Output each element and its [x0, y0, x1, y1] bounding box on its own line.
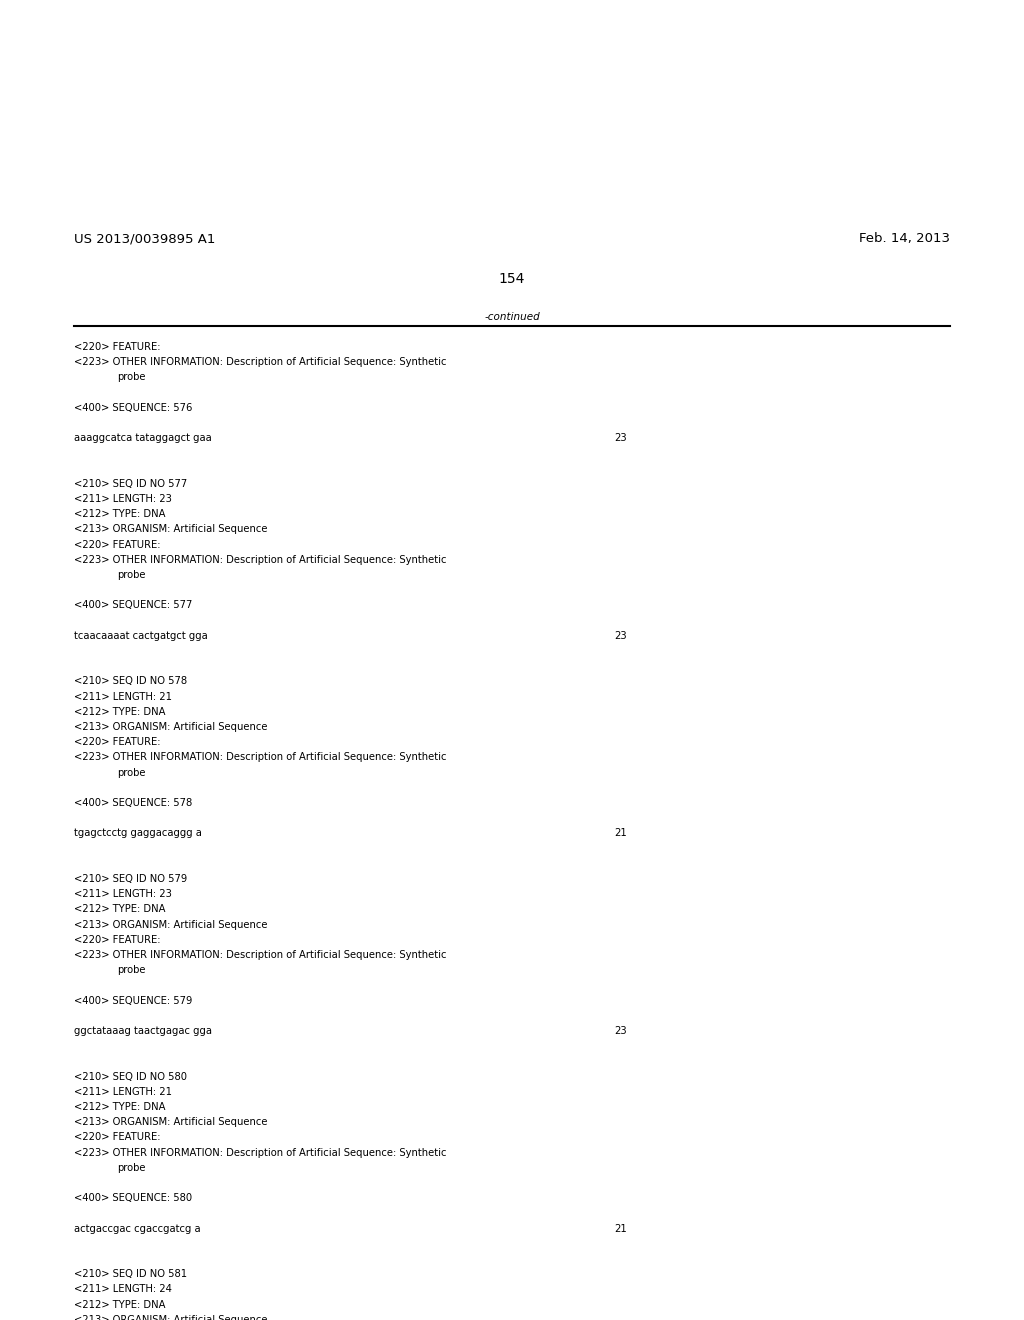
Text: aaaggcatca tataggagct gaa: aaaggcatca tataggagct gaa	[74, 433, 212, 444]
Text: <220> FEATURE:: <220> FEATURE:	[74, 342, 160, 352]
Text: <212> TYPE: DNA: <212> TYPE: DNA	[74, 706, 165, 717]
Text: <213> ORGANISM: Artificial Sequence: <213> ORGANISM: Artificial Sequence	[74, 524, 267, 535]
Text: tgagctcctg gaggacaggg a: tgagctcctg gaggacaggg a	[74, 829, 202, 838]
Text: <212> TYPE: DNA: <212> TYPE: DNA	[74, 1300, 165, 1309]
Text: <223> OTHER INFORMATION: Description of Artificial Sequence: Synthetic: <223> OTHER INFORMATION: Description of …	[74, 950, 446, 960]
Text: <400> SEQUENCE: 577: <400> SEQUENCE: 577	[74, 601, 193, 610]
Text: <400> SEQUENCE: 580: <400> SEQUENCE: 580	[74, 1193, 191, 1204]
Text: <213> ORGANISM: Artificial Sequence: <213> ORGANISM: Artificial Sequence	[74, 1315, 267, 1320]
Text: <212> TYPE: DNA: <212> TYPE: DNA	[74, 510, 165, 519]
Text: <211> LENGTH: 21: <211> LENGTH: 21	[74, 692, 172, 702]
Text: <223> OTHER INFORMATION: Description of Artificial Sequence: Synthetic: <223> OTHER INFORMATION: Description of …	[74, 1147, 446, 1158]
Text: probe: probe	[117, 372, 145, 383]
Text: <210> SEQ ID NO 579: <210> SEQ ID NO 579	[74, 874, 187, 884]
Text: <220> FEATURE:: <220> FEATURE:	[74, 1133, 160, 1142]
Text: <210> SEQ ID NO 577: <210> SEQ ID NO 577	[74, 479, 187, 488]
Text: actgaccgac cgaccgatcg a: actgaccgac cgaccgatcg a	[74, 1224, 201, 1234]
Text: <400> SEQUENCE: 579: <400> SEQUENCE: 579	[74, 995, 193, 1006]
Text: 23: 23	[614, 433, 627, 444]
Text: <210> SEQ ID NO 581: <210> SEQ ID NO 581	[74, 1270, 186, 1279]
Text: <211> LENGTH: 21: <211> LENGTH: 21	[74, 1086, 172, 1097]
Text: <210> SEQ ID NO 580: <210> SEQ ID NO 580	[74, 1072, 186, 1081]
Text: <220> FEATURE:: <220> FEATURE:	[74, 737, 160, 747]
Text: <210> SEQ ID NO 578: <210> SEQ ID NO 578	[74, 676, 186, 686]
Text: 23: 23	[614, 631, 627, 640]
Text: probe: probe	[117, 768, 145, 777]
Text: tcaacaaaat cactgatgct gga: tcaacaaaat cactgatgct gga	[74, 631, 208, 640]
Text: Feb. 14, 2013: Feb. 14, 2013	[859, 232, 950, 246]
Text: probe: probe	[117, 1163, 145, 1172]
Text: <212> TYPE: DNA: <212> TYPE: DNA	[74, 904, 165, 915]
Text: 21: 21	[614, 829, 627, 838]
Text: <400> SEQUENCE: 576: <400> SEQUENCE: 576	[74, 403, 193, 413]
Text: <223> OTHER INFORMATION: Description of Artificial Sequence: Synthetic: <223> OTHER INFORMATION: Description of …	[74, 752, 446, 763]
Text: <220> FEATURE:: <220> FEATURE:	[74, 935, 160, 945]
Text: 21: 21	[614, 1224, 627, 1234]
Text: <220> FEATURE:: <220> FEATURE:	[74, 540, 160, 549]
Text: <211> LENGTH: 23: <211> LENGTH: 23	[74, 890, 172, 899]
Text: <212> TYPE: DNA: <212> TYPE: DNA	[74, 1102, 165, 1111]
Text: probe: probe	[117, 965, 145, 975]
Text: <213> ORGANISM: Artificial Sequence: <213> ORGANISM: Artificial Sequence	[74, 722, 267, 733]
Text: US 2013/0039895 A1: US 2013/0039895 A1	[74, 232, 215, 246]
Text: -continued: -continued	[484, 312, 540, 322]
Text: 23: 23	[614, 1026, 627, 1036]
Text: <223> OTHER INFORMATION: Description of Artificial Sequence: Synthetic: <223> OTHER INFORMATION: Description of …	[74, 358, 446, 367]
Text: <213> ORGANISM: Artificial Sequence: <213> ORGANISM: Artificial Sequence	[74, 1117, 267, 1127]
Text: <211> LENGTH: 23: <211> LENGTH: 23	[74, 494, 172, 504]
Text: <400> SEQUENCE: 578: <400> SEQUENCE: 578	[74, 799, 191, 808]
Text: <211> LENGTH: 24: <211> LENGTH: 24	[74, 1284, 172, 1295]
Text: <223> OTHER INFORMATION: Description of Artificial Sequence: Synthetic: <223> OTHER INFORMATION: Description of …	[74, 554, 446, 565]
Text: <213> ORGANISM: Artificial Sequence: <213> ORGANISM: Artificial Sequence	[74, 920, 267, 929]
Text: probe: probe	[117, 570, 145, 579]
Text: ggctataaag taactgagac gga: ggctataaag taactgagac gga	[74, 1026, 212, 1036]
Text: 154: 154	[499, 272, 525, 286]
